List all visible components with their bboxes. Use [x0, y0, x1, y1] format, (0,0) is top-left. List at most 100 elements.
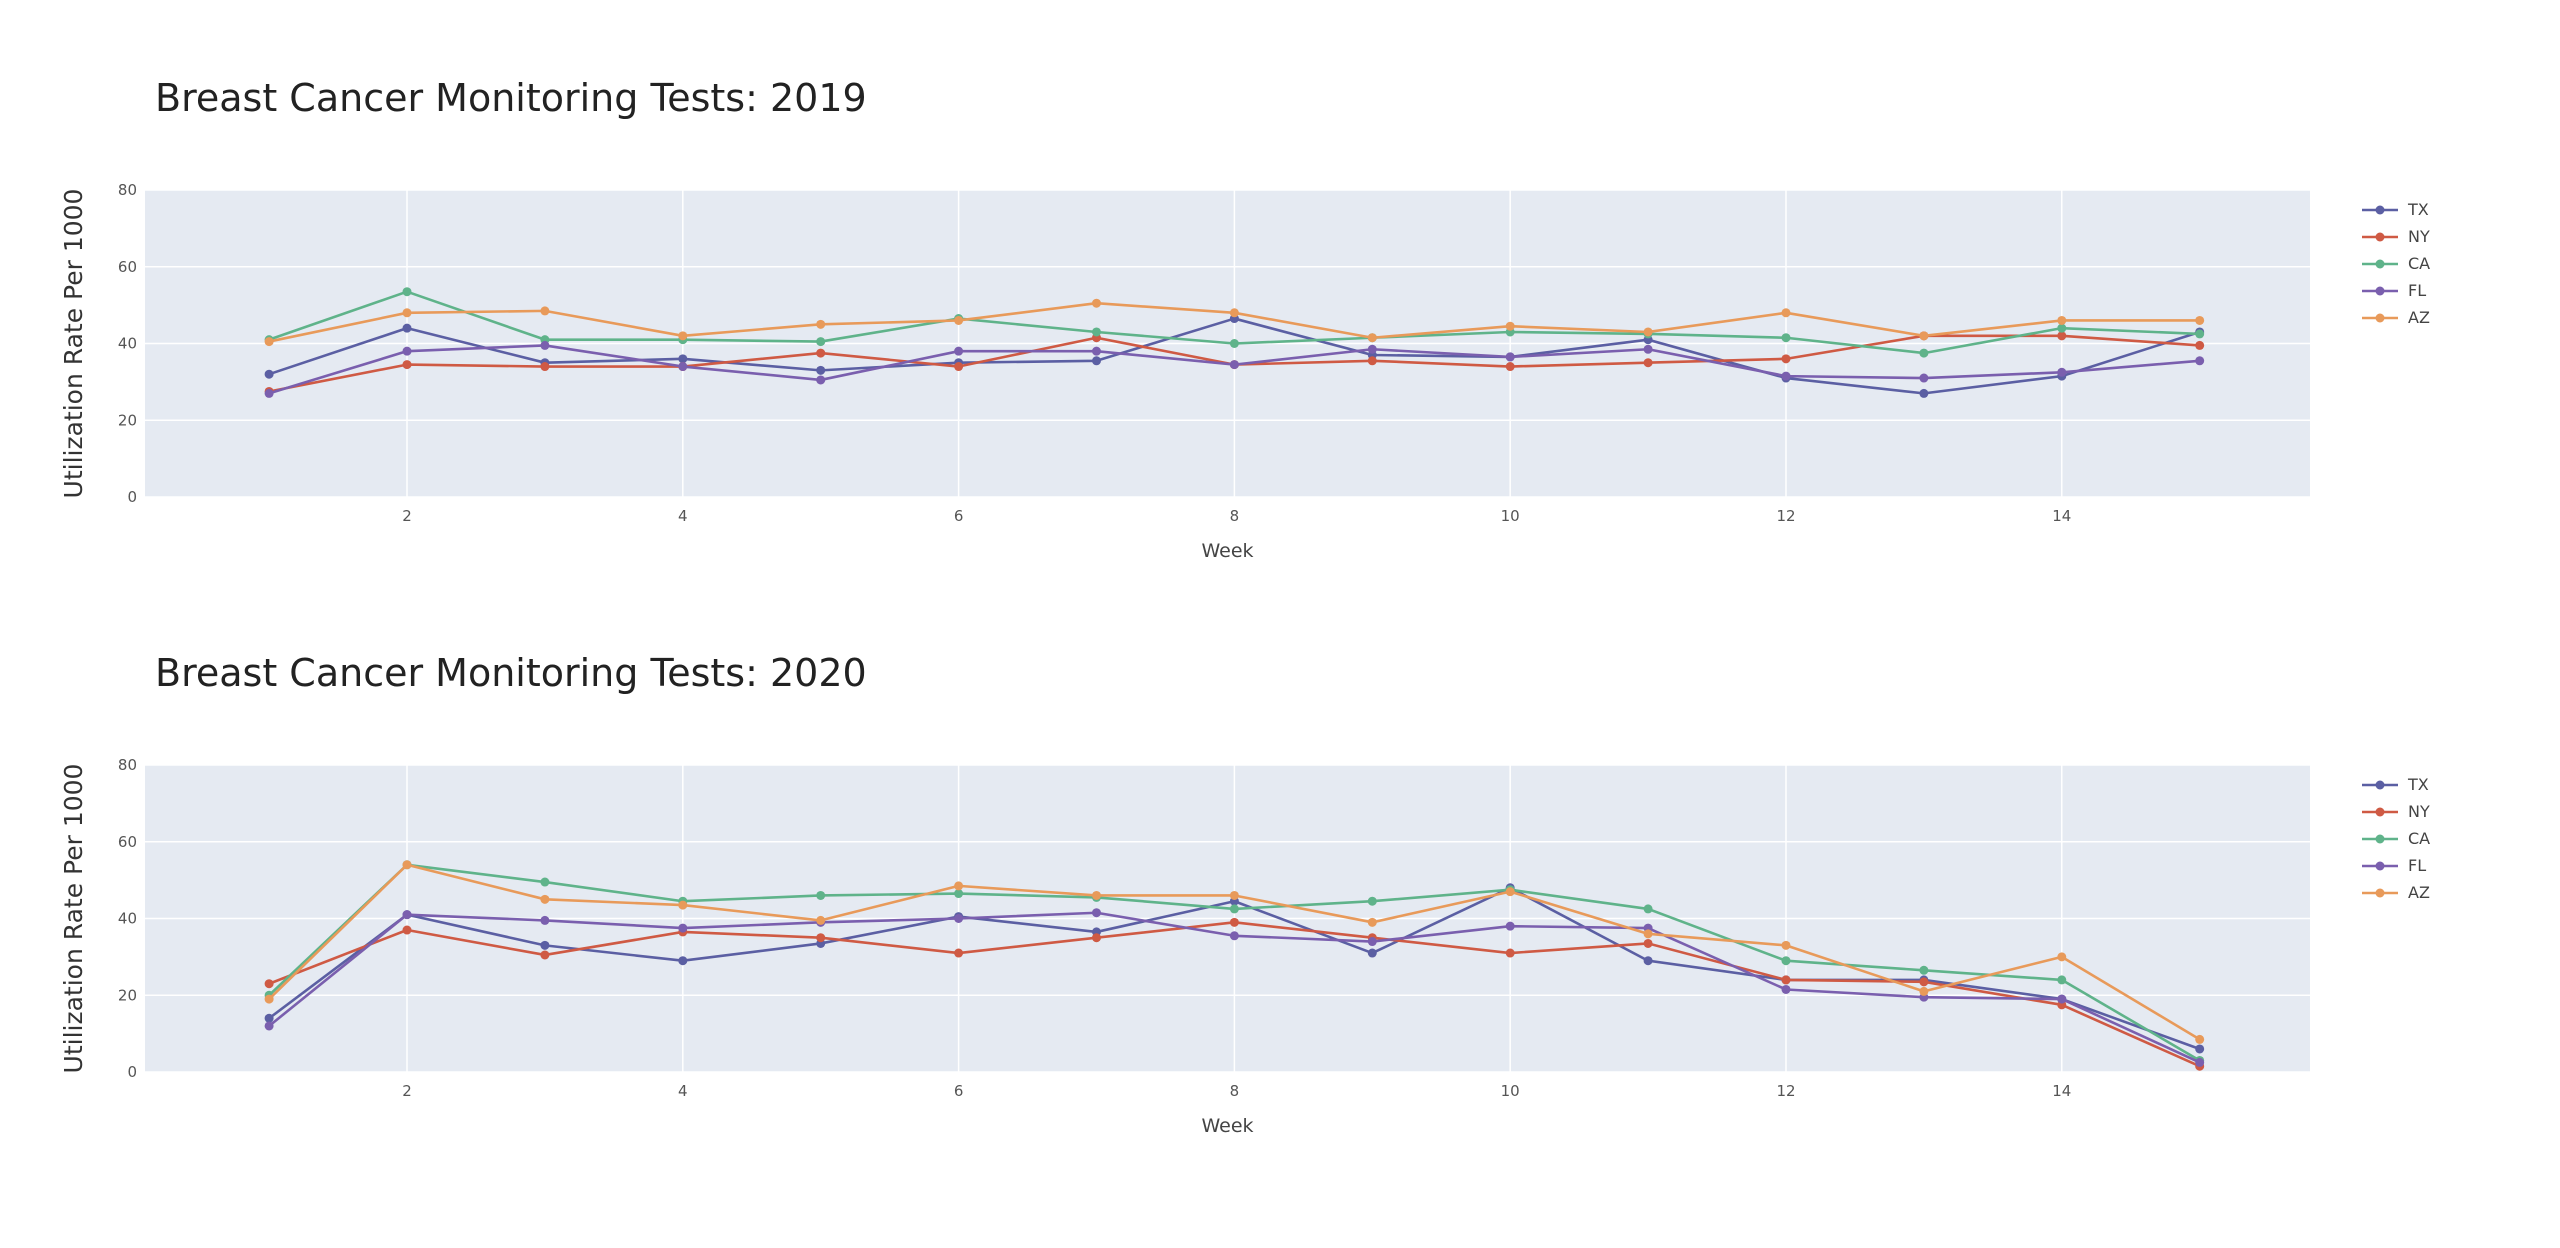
- y-tick-label: 80: [118, 756, 137, 774]
- data-point-ny: [1781, 975, 1791, 985]
- x-tick-label: 10: [1501, 1082, 1520, 1100]
- data-point-tx: [1367, 948, 1377, 958]
- legend-marker: [2375, 834, 2385, 844]
- x-tick-label: 4: [678, 1082, 688, 1100]
- data-point-az: [678, 900, 688, 910]
- data-point-ca: [1919, 348, 1929, 358]
- data-point-fl: [540, 340, 550, 350]
- x-tick-label: 10: [1501, 507, 1520, 525]
- legend-item-ca[interactable]: CA: [2362, 829, 2430, 848]
- x-tick-label: 8: [1230, 1082, 1240, 1100]
- legend-label: FL: [2408, 281, 2426, 300]
- data-point-az: [540, 306, 550, 316]
- data-point-fl: [2057, 367, 2067, 377]
- x-tick-label: 14: [2052, 1082, 2071, 1100]
- legend-marker: [2375, 313, 2385, 323]
- data-point-ca: [402, 287, 412, 297]
- data-point-fl: [1505, 921, 1515, 931]
- x-tick-label: 4: [678, 507, 688, 525]
- data-point-ny: [540, 950, 550, 960]
- data-point-tx: [1643, 956, 1653, 966]
- data-point-fl: [1505, 352, 1515, 362]
- data-point-az: [2195, 315, 2205, 325]
- data-point-fl: [1643, 344, 1653, 354]
- legend-marker: [2375, 780, 2385, 790]
- legend-marker: [2375, 286, 2385, 296]
- y-axis-title: Utilization Rate Per 1000: [59, 764, 88, 1074]
- data-point-fl: [1091, 908, 1101, 918]
- data-point-tx: [2195, 1044, 2205, 1054]
- data-point-fl: [1781, 984, 1791, 994]
- data-point-ca: [1229, 339, 1239, 348]
- data-point-az: [1505, 887, 1515, 897]
- legend-label: TX: [2407, 775, 2429, 794]
- data-point-az: [1091, 890, 1101, 900]
- data-point-ny: [1229, 917, 1239, 927]
- data-point-fl: [1229, 931, 1239, 941]
- data-point-fl: [264, 388, 274, 398]
- x-axis-title: Week: [1201, 540, 1253, 562]
- data-point-az: [954, 881, 964, 891]
- data-point-az: [2195, 1034, 2205, 1044]
- legend-item-tx[interactable]: TX: [2362, 200, 2429, 219]
- data-point-az: [1367, 917, 1377, 927]
- data-point-az: [1229, 890, 1239, 900]
- legend-marker: [2375, 888, 2385, 898]
- legend-item-ny[interactable]: NY: [2362, 802, 2430, 821]
- data-point-tx: [678, 354, 688, 364]
- x-tick-label: 8: [1230, 507, 1240, 525]
- x-tick-label: 6: [954, 1082, 964, 1100]
- x-tick-label: 6: [954, 507, 964, 525]
- legend-item-az[interactable]: AZ: [2362, 883, 2430, 902]
- data-point-ny: [2057, 331, 2067, 341]
- x-tick-label: 14: [2052, 507, 2071, 525]
- data-point-ca: [1781, 333, 1791, 343]
- legend-item-ny[interactable]: NY: [2362, 227, 2430, 246]
- y-tick-label: 20: [118, 986, 137, 1004]
- data-point-fl: [954, 914, 964, 923]
- chart-2019: Breast Cancer Monitoring Tests: 2019 0 20…: [0, 0, 2560, 580]
- data-point-ny: [402, 925, 412, 935]
- data-point-tx: [402, 323, 412, 333]
- data-point-az: [816, 319, 826, 329]
- data-point-fl: [540, 915, 550, 925]
- data-point-tx: [1919, 388, 1929, 398]
- chart-svg-2019: 0 20 40 60 80 2 4 6 8 10 12 14 Week Utilization Rate …: [59, 181, 2430, 562]
- legend-label: AZ: [2408, 308, 2430, 327]
- legend-item-fl[interactable]: FL: [2362, 856, 2426, 875]
- data-point-az: [1367, 333, 1377, 343]
- legend-marker: [2375, 232, 2385, 242]
- x-axis-title: Week: [1201, 1115, 1253, 1137]
- legend-marker: [2375, 259, 2385, 269]
- data-point-ny: [1643, 938, 1653, 948]
- data-point-az: [816, 915, 826, 925]
- data-point-ny: [1505, 362, 1515, 372]
- legend-marker: [2375, 205, 2385, 215]
- data-point-ny: [1367, 356, 1377, 366]
- data-point-az: [2057, 952, 2067, 962]
- y-tick-label: 40: [118, 335, 137, 353]
- legend-item-az[interactable]: AZ: [2362, 308, 2430, 327]
- legend-item-fl[interactable]: FL: [2362, 281, 2426, 300]
- data-point-az: [1643, 327, 1653, 337]
- legend-marker: [2375, 807, 2385, 817]
- data-point-az: [1919, 331, 1929, 341]
- legend-marker: [2375, 861, 2385, 871]
- data-point-az: [1781, 308, 1791, 318]
- data-point-fl: [1919, 373, 1929, 383]
- data-point-ca: [2057, 975, 2067, 985]
- data-point-fl: [402, 910, 412, 920]
- legend-item-tx[interactable]: TX: [2362, 775, 2429, 794]
- legend-label: TX: [2407, 200, 2429, 219]
- data-point-ca: [2195, 329, 2205, 339]
- y-tick-label: 20: [118, 411, 137, 429]
- legend-item-ca[interactable]: CA: [2362, 254, 2430, 273]
- data-point-fl: [2195, 356, 2205, 366]
- y-tick-label: 60: [118, 258, 137, 276]
- data-point-ny: [1643, 358, 1653, 368]
- data-point-az: [1505, 321, 1515, 331]
- data-point-ca: [816, 890, 826, 900]
- data-point-ca: [2057, 323, 2067, 333]
- data-point-az: [1229, 308, 1239, 318]
- data-point-az: [2057, 315, 2067, 325]
